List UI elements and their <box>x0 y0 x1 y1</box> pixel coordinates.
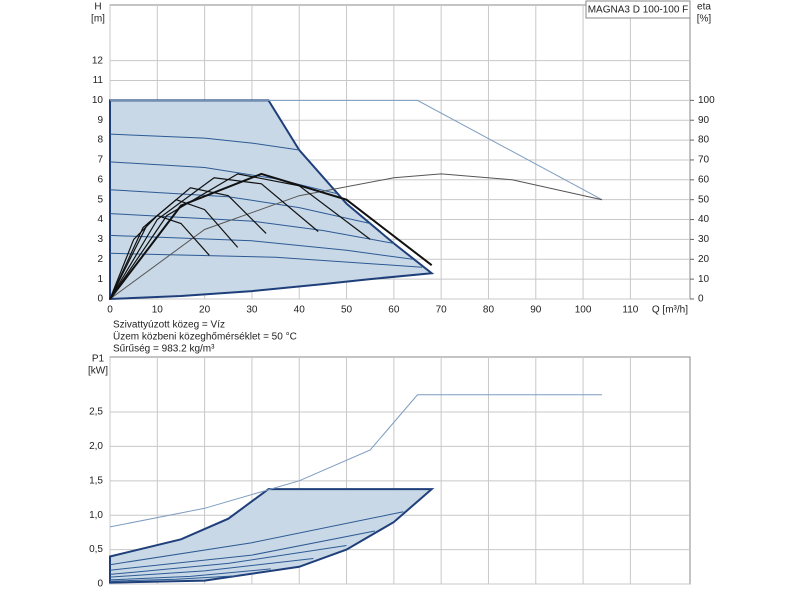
x-tick-label: 100 <box>575 305 592 316</box>
y-axis-unit: [kW] <box>88 366 108 377</box>
y-tick-label: 7 <box>97 155 103 166</box>
y2-tick-label: 0 <box>698 294 704 305</box>
x-tick-label: 70 <box>436 305 448 316</box>
y-tick-label: 6 <box>97 174 103 185</box>
annotation: Sűrűség = 983.2 kg/m³ <box>113 344 215 355</box>
y-tick-label: 10 <box>92 95 104 106</box>
curve <box>109 252 423 268</box>
x-tick-label: 60 <box>388 305 400 316</box>
y2-tick-label: 60 <box>698 174 710 185</box>
y-tick-label: 3 <box>97 234 103 245</box>
curve <box>109 575 238 582</box>
y-tick-label: 0 <box>97 294 103 305</box>
curve <box>109 213 394 244</box>
curve <box>109 133 300 151</box>
x-tick-label: 40 <box>294 305 306 316</box>
y2-axis-unit: [%] <box>697 14 712 25</box>
y-tick-label: 2,0 <box>89 441 103 452</box>
annotation: Szivattyúzott közeg = Víz <box>113 320 225 331</box>
y2-tick-label: 50 <box>698 194 710 205</box>
curve <box>109 189 371 224</box>
y-tick-label: 11 <box>93 75 104 86</box>
curve <box>109 187 267 300</box>
model-box <box>585 0 691 19</box>
y-tick-label: 2,5 <box>89 407 103 418</box>
y-axis-unit: [m] <box>91 14 105 25</box>
curve <box>109 234 413 260</box>
y-axis-label: H <box>94 2 101 13</box>
y-tick-label: 1,0 <box>89 510 103 521</box>
curve <box>109 99 435 301</box>
curve <box>109 545 347 575</box>
y-tick-label: 4 <box>97 214 103 225</box>
x-tick-label: 0 <box>107 305 113 316</box>
curve <box>109 530 375 571</box>
y-tick-label: 1,5 <box>89 475 103 486</box>
x-tick-label: 80 <box>483 305 495 316</box>
x-tick-label: 110 <box>622 305 638 316</box>
x-tick-label: 10 <box>152 305 164 316</box>
x-tick-label: 30 <box>246 305 258 316</box>
y2-tick-label: 80 <box>698 135 710 146</box>
curve <box>109 394 602 528</box>
y2-tick-label: 90 <box>698 115 710 126</box>
y2-tick-label: 100 <box>698 95 715 106</box>
y-tick-label: 0 <box>97 579 103 590</box>
x-tick-label: 50 <box>341 305 353 316</box>
curve <box>109 172 433 300</box>
x-tick-label: 20 <box>199 305 211 316</box>
curve <box>109 511 404 566</box>
y-tick-label: 9 <box>97 115 103 126</box>
curve <box>110 99 603 201</box>
y-tick-label: 8 <box>97 135 103 146</box>
y-tick-label: 12 <box>92 55 104 66</box>
y-tick-label: 1 <box>97 274 103 285</box>
annotation: Üzem közbeni közeghőmérséklet = 50 °C <box>113 331 297 343</box>
curve <box>109 161 338 195</box>
y-tick-label: 0,5 <box>89 544 103 555</box>
y2-axis-label: eta <box>697 2 711 13</box>
y2-tick-label: 10 <box>698 274 710 285</box>
y2-tick-label: 70 <box>698 155 710 166</box>
y-tick-label: 5 <box>97 194 103 205</box>
x-axis-label: Q [m³/h] <box>652 305 688 316</box>
curve <box>109 173 603 300</box>
y2-tick-label: 30 <box>698 234 710 245</box>
curve <box>109 173 371 300</box>
y-axis-label: P1 <box>92 354 105 365</box>
curve <box>109 568 271 581</box>
model-label: MAGNA3 D 100-100 F <box>588 5 689 16</box>
x-tick-label: 90 <box>530 305 542 316</box>
y2-tick-label: 40 <box>698 214 710 225</box>
y2-tick-label: 20 <box>698 254 710 265</box>
curve <box>109 488 435 584</box>
y-tick-label: 2 <box>97 254 103 265</box>
curve <box>109 558 314 578</box>
curve <box>109 177 319 300</box>
